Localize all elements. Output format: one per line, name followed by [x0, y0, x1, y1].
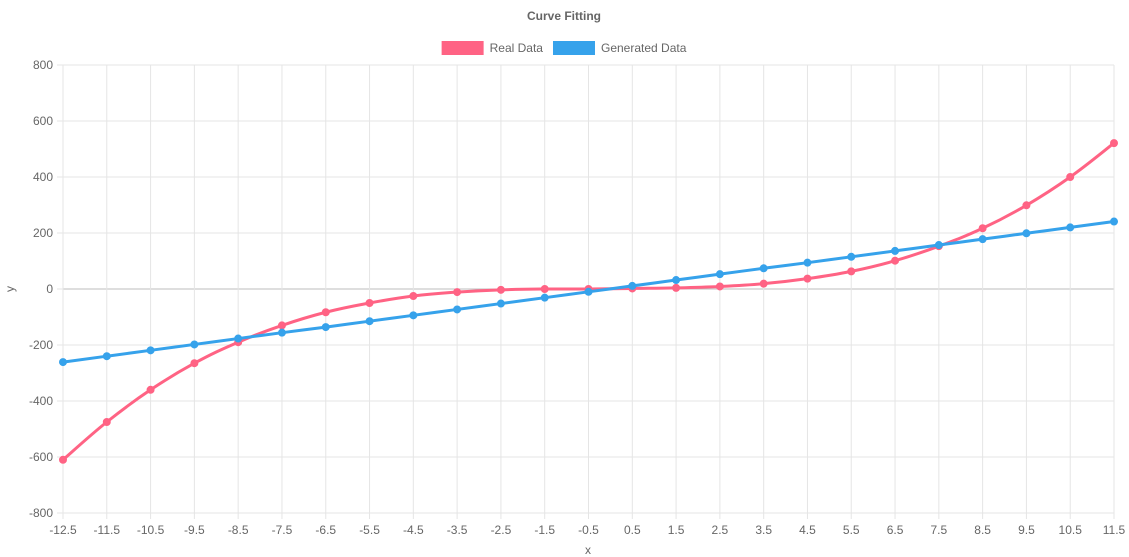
- data-point-generated-data[interactable]: [102, 352, 111, 361]
- data-point-generated-data[interactable]: [1066, 223, 1075, 232]
- x-tick-label: 7.5: [930, 523, 947, 537]
- data-point-real-data[interactable]: [715, 282, 724, 291]
- y-tick-label: -800: [29, 506, 53, 520]
- x-tick-label: -1.5: [534, 523, 555, 537]
- legend: Real Data Generated Data: [441, 41, 687, 55]
- data-point-real-data[interactable]: [321, 308, 330, 317]
- data-point-real-data[interactable]: [59, 455, 67, 464]
- data-point-generated-data[interactable]: [234, 334, 243, 343]
- series-layer: [59, 139, 1118, 464]
- legend-swatch-real-data[interactable]: [441, 41, 484, 55]
- data-point-real-data[interactable]: [277, 321, 286, 330]
- data-point-generated-data[interactable]: [453, 305, 462, 314]
- x-tick-label: -4.5: [403, 523, 424, 537]
- data-point-real-data[interactable]: [146, 385, 155, 394]
- data-point-real-data[interactable]: [190, 359, 199, 368]
- x-tick-label: -0.5: [578, 523, 599, 537]
- y-tick-label: 0: [46, 282, 53, 296]
- data-point-real-data[interactable]: [1110, 139, 1118, 148]
- legend-swatch-generated-data[interactable]: [552, 41, 595, 55]
- data-point-generated-data[interactable]: [628, 281, 637, 290]
- x-tick-label: 3.5: [755, 523, 772, 537]
- data-point-real-data[interactable]: [453, 288, 462, 297]
- data-point-generated-data[interactable]: [365, 317, 374, 326]
- x-tick-label: -2.5: [491, 523, 512, 537]
- x-tick-label: 9.5: [1018, 523, 1035, 537]
- x-tick-label: 4.5: [799, 523, 816, 537]
- data-point-real-data[interactable]: [540, 285, 549, 293]
- data-point-real-data[interactable]: [102, 418, 111, 426]
- data-point-real-data[interactable]: [978, 224, 987, 233]
- y-tick-label: 800: [33, 58, 53, 72]
- data-point-generated-data[interactable]: [1110, 217, 1118, 226]
- x-tick-label: -6.5: [315, 523, 336, 537]
- data-point-generated-data[interactable]: [1022, 229, 1031, 238]
- x-tick-label: 10.5: [1059, 523, 1083, 537]
- y-tick-label: 200: [33, 226, 53, 240]
- x-tick-label: -5.5: [359, 523, 380, 537]
- data-point-real-data[interactable]: [496, 285, 505, 294]
- y-tick-label: 600: [33, 114, 53, 128]
- data-point-generated-data[interactable]: [759, 264, 768, 273]
- x-tick-label: 8.5: [974, 523, 991, 537]
- data-point-generated-data[interactable]: [190, 340, 199, 349]
- data-point-real-data[interactable]: [891, 256, 900, 265]
- data-point-generated-data[interactable]: [891, 246, 900, 255]
- x-tick-label: 5.5: [843, 523, 860, 537]
- y-tick-label: 400: [33, 170, 53, 184]
- x-tick-label: -10.5: [137, 523, 165, 537]
- data-point-generated-data[interactable]: [672, 276, 681, 285]
- y-axis-title: y: [3, 286, 17, 292]
- data-point-generated-data[interactable]: [540, 293, 549, 302]
- x-tick-label: -8.5: [228, 523, 249, 537]
- data-point-generated-data[interactable]: [496, 299, 505, 308]
- x-tick-label: -12.5: [49, 523, 77, 537]
- x-tick-label: -7.5: [272, 523, 293, 537]
- legend-label-real-data[interactable]: Real Data: [490, 41, 544, 55]
- data-point-generated-data[interactable]: [584, 287, 593, 296]
- x-tick-label: -9.5: [184, 523, 205, 537]
- data-point-generated-data[interactable]: [277, 328, 286, 337]
- data-point-real-data[interactable]: [409, 292, 418, 300]
- y-tick-label: -200: [29, 338, 53, 352]
- data-point-generated-data[interactable]: [934, 241, 943, 250]
- data-point-generated-data[interactable]: [321, 323, 330, 332]
- x-tick-label: 11.5: [1103, 523, 1126, 537]
- data-point-real-data[interactable]: [1022, 201, 1031, 210]
- data-point-generated-data[interactable]: [59, 358, 67, 367]
- data-point-generated-data[interactable]: [409, 311, 418, 320]
- y-tick-label: -600: [29, 450, 53, 464]
- data-point-generated-data[interactable]: [978, 235, 987, 244]
- data-point-real-data[interactable]: [759, 279, 768, 288]
- x-axis-title: x: [585, 543, 591, 557]
- x-tick-label: 2.5: [712, 523, 729, 537]
- data-point-generated-data[interactable]: [715, 270, 724, 279]
- x-tick-label: 0.5: [624, 523, 641, 537]
- data-point-real-data[interactable]: [365, 299, 374, 307]
- data-point-real-data[interactable]: [1066, 173, 1075, 181]
- x-tick-label: 6.5: [887, 523, 904, 537]
- x-tick-label: -11.5: [94, 523, 121, 537]
- data-point-real-data[interactable]: [672, 283, 681, 292]
- legend-label-generated-data[interactable]: Generated Data: [601, 41, 687, 55]
- data-point-generated-data[interactable]: [847, 252, 856, 261]
- y-tick-label: -400: [29, 394, 53, 408]
- x-tick-label: 1.5: [668, 523, 685, 537]
- axes: 800 600 400 200 0 -200 -400 -600 -800 -12.5 -11.5 -…: [29, 58, 1126, 537]
- data-point-generated-data[interactable]: [146, 346, 155, 355]
- data-point-real-data[interactable]: [803, 274, 812, 283]
- chart-title: Curve Fitting: [527, 9, 601, 23]
- data-point-generated-data[interactable]: [803, 258, 812, 267]
- data-point-real-data[interactable]: [847, 267, 856, 276]
- x-tick-label: -3.5: [447, 523, 468, 537]
